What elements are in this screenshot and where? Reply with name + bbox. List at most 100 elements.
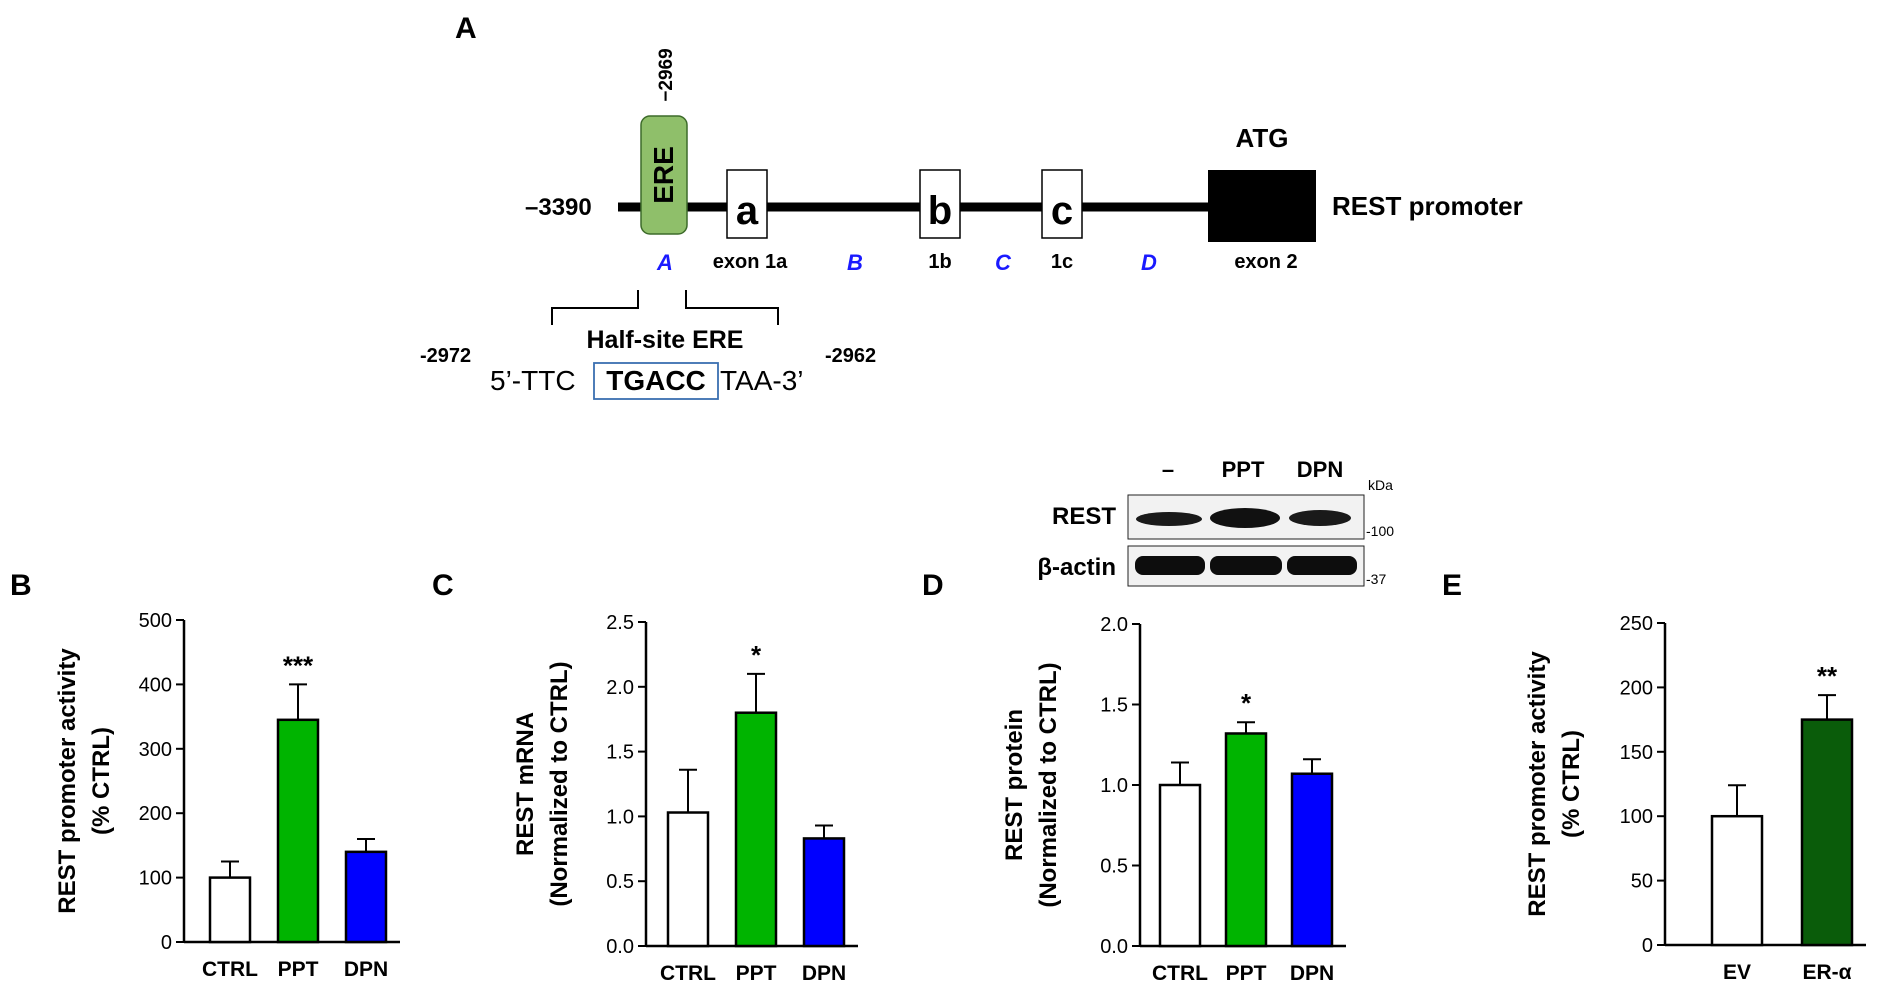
blot-row-actin: β-actin <box>1037 554 1116 581</box>
region-d-label: D <box>1141 250 1157 275</box>
y-tick-label: 0.5 <box>606 871 634 893</box>
marker-37: -37 <box>1366 571 1386 587</box>
seq-right-position: -2962 <box>825 345 876 367</box>
kda-label: kDa <box>1368 477 1393 493</box>
marker-100: -100 <box>1366 523 1394 539</box>
chart-b: 0 100 200 300 400 500 REST promoter activity (%… <box>54 610 400 981</box>
significance-marker: *** <box>283 650 314 680</box>
ere-label: ERE <box>648 146 679 204</box>
panel-label-c: C <box>432 569 454 602</box>
y-tick-label: 100 <box>1620 806 1653 828</box>
ere-box <box>640 115 688 235</box>
bar-ppt <box>734 711 778 948</box>
exon-1a-box <box>726 169 768 239</box>
actin-band-ppt <box>1210 556 1282 575</box>
y-tick-label: 100 <box>139 868 172 890</box>
x-category-label: PPT <box>1226 962 1267 985</box>
chart-d: 0.0 0.5 1.0 1.5 2.0 REST protein (Normalized t… <box>1001 614 1346 985</box>
panel-label-d: D <box>922 569 944 602</box>
y-tick-label: 0.0 <box>1100 936 1128 958</box>
significance-marker: ** <box>1817 661 1838 691</box>
y-axis-label: REST promoter activity <box>1524 651 1551 917</box>
bar-charts: 0 100 200 300 400 500 REST promoter activity (%… <box>54 610 1866 985</box>
x-category-label: CTRL <box>1152 962 1208 985</box>
bar-dpn <box>344 850 388 944</box>
significance-marker: * <box>1241 688 1252 718</box>
exon-1c-letter: c <box>1051 189 1073 233</box>
y-tick-label: 400 <box>139 674 172 696</box>
x-category-label: CTRL <box>660 962 716 985</box>
x-category-label: ER-α <box>1802 961 1851 984</box>
x-category-label: DPN <box>802 962 846 985</box>
y-tick-label: 250 <box>1620 613 1653 635</box>
x-category-label: EV <box>1723 961 1751 984</box>
lane-label-dpn: DPN <box>1297 457 1343 482</box>
y-tick-label: 1.5 <box>606 742 634 764</box>
x-category-label: DPN <box>344 958 388 981</box>
exon-1b-caption: 1b <box>928 251 951 273</box>
y-axis-label: (% CTRL) <box>88 727 115 835</box>
exon-1a-letter: a <box>736 189 759 233</box>
panel-label-b: B <box>10 569 32 602</box>
lane-label-ppt: PPT <box>1222 457 1265 482</box>
exon-1c-box <box>1041 169 1083 239</box>
bar-ctrl <box>666 811 710 948</box>
panel-label-e: E <box>1442 569 1462 602</box>
actin-band-vehicle <box>1135 556 1205 575</box>
bar-ppt <box>1224 732 1268 948</box>
actin-band-dpn <box>1287 556 1357 575</box>
blot-row-rest: REST <box>1052 503 1116 530</box>
y-tick-label: 0 <box>161 932 172 954</box>
lane-label-vehicle: – <box>1162 457 1174 482</box>
bar-dpn <box>802 837 846 948</box>
x-category-label: CTRL <box>202 958 258 981</box>
bar-ppt <box>276 718 320 944</box>
panel-label-a: A <box>455 12 477 45</box>
y-tick-label: 1.5 <box>1100 695 1128 717</box>
exon-1c-caption: 1c <box>1051 251 1073 273</box>
rest-band-vehicle <box>1136 512 1202 526</box>
y-tick-label: 1.0 <box>1100 775 1128 797</box>
halfsite-title: Half-site ERE <box>587 326 744 354</box>
y-tick-label: 2.0 <box>606 677 634 699</box>
chart-e: 0 50 100 150 200 250 REST promoter activity (% … <box>1524 613 1866 984</box>
y-tick-label: 300 <box>139 739 172 761</box>
bar-ctrl <box>208 876 252 944</box>
y-tick-label: 200 <box>139 803 172 825</box>
y-tick-label: 2.0 <box>1100 614 1128 636</box>
y-axis-label: (Normalized to CTRL) <box>1035 662 1062 907</box>
y-axis-label: REST promoter activity <box>54 648 81 914</box>
exon-1a-caption: exon 1a <box>713 251 788 273</box>
sequence-suffix: TAA-3’ <box>720 365 804 396</box>
region-a-label: A <box>656 250 673 275</box>
y-tick-label: 150 <box>1620 742 1653 764</box>
bar-ctrl <box>1158 783 1202 948</box>
region-b-label: B <box>847 250 863 275</box>
halfsite-bracket <box>551 290 779 325</box>
y-tick-label: 50 <box>1631 871 1653 893</box>
bar-dpn <box>1290 772 1334 948</box>
sequence-core: TGACC <box>606 365 706 396</box>
y-axis-label: REST protein <box>1001 709 1028 861</box>
exon-2-caption: exon 2 <box>1234 251 1297 273</box>
rest-band-dpn <box>1289 510 1351 526</box>
y-axis-label: (Normalized to CTRL) <box>546 661 573 906</box>
y-tick-label: 500 <box>139 610 172 632</box>
y-tick-label: 2.5 <box>606 612 634 634</box>
y-tick-label: 200 <box>1620 677 1653 699</box>
y-axis-label: (% CTRL) <box>1558 730 1585 838</box>
significance-marker: * <box>751 640 762 670</box>
seq-left-position: -2972 <box>420 345 471 367</box>
western-blot: – PPT DPN kDa REST β-actin -100 -37 <box>1037 457 1394 587</box>
rest-band-ppt <box>1210 508 1280 528</box>
y-tick-label: 0.5 <box>1100 856 1128 878</box>
bar-ev <box>1710 814 1764 947</box>
promoter-diagram: –3390 ERE −2969 a b c ATG REST promoter … <box>420 48 1523 400</box>
promoter-name: REST promoter <box>1332 191 1523 221</box>
x-category-label: DPN <box>1290 962 1334 985</box>
exon-1b-letter: b <box>928 189 952 233</box>
x-category-label: PPT <box>736 962 777 985</box>
y-tick-label: 1.0 <box>606 806 634 828</box>
chart-c: 0.0 0.5 1.0 1.5 2.0 2.5 REST mRNA (Normalized t… <box>512 612 858 985</box>
sequence-prefix: 5’-TTC <box>490 365 576 396</box>
